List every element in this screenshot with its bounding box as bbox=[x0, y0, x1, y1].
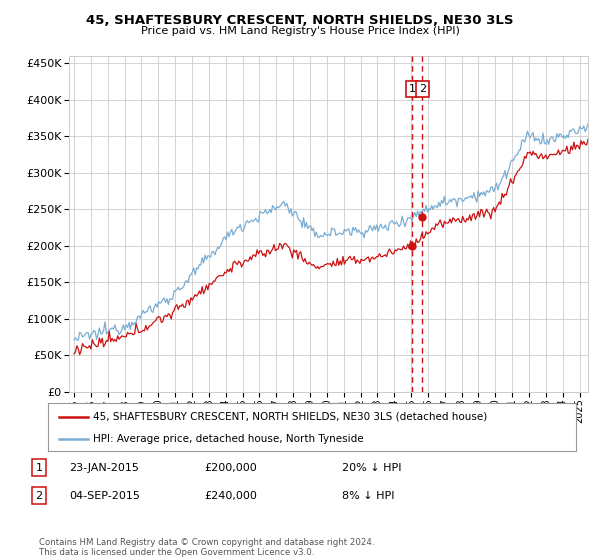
Text: £240,000: £240,000 bbox=[204, 491, 257, 501]
Text: HPI: Average price, detached house, North Tyneside: HPI: Average price, detached house, Nort… bbox=[93, 434, 364, 444]
Text: 8% ↓ HPI: 8% ↓ HPI bbox=[342, 491, 395, 501]
Text: 2: 2 bbox=[35, 491, 43, 501]
Text: 23-JAN-2015: 23-JAN-2015 bbox=[69, 463, 139, 473]
Text: 04-SEP-2015: 04-SEP-2015 bbox=[69, 491, 140, 501]
Text: 45, SHAFTESBURY CRESCENT, NORTH SHIELDS, NE30 3LS (detached house): 45, SHAFTESBURY CRESCENT, NORTH SHIELDS,… bbox=[93, 412, 487, 422]
Text: £200,000: £200,000 bbox=[204, 463, 257, 473]
Text: 1: 1 bbox=[409, 84, 416, 94]
Text: 45, SHAFTESBURY CRESCENT, NORTH SHIELDS, NE30 3LS: 45, SHAFTESBURY CRESCENT, NORTH SHIELDS,… bbox=[86, 14, 514, 27]
Text: 1: 1 bbox=[35, 463, 43, 473]
Text: Price paid vs. HM Land Registry's House Price Index (HPI): Price paid vs. HM Land Registry's House … bbox=[140, 26, 460, 36]
Text: Contains HM Land Registry data © Crown copyright and database right 2024.
This d: Contains HM Land Registry data © Crown c… bbox=[39, 538, 374, 557]
Text: 20% ↓ HPI: 20% ↓ HPI bbox=[342, 463, 401, 473]
Text: 2: 2 bbox=[419, 84, 426, 94]
